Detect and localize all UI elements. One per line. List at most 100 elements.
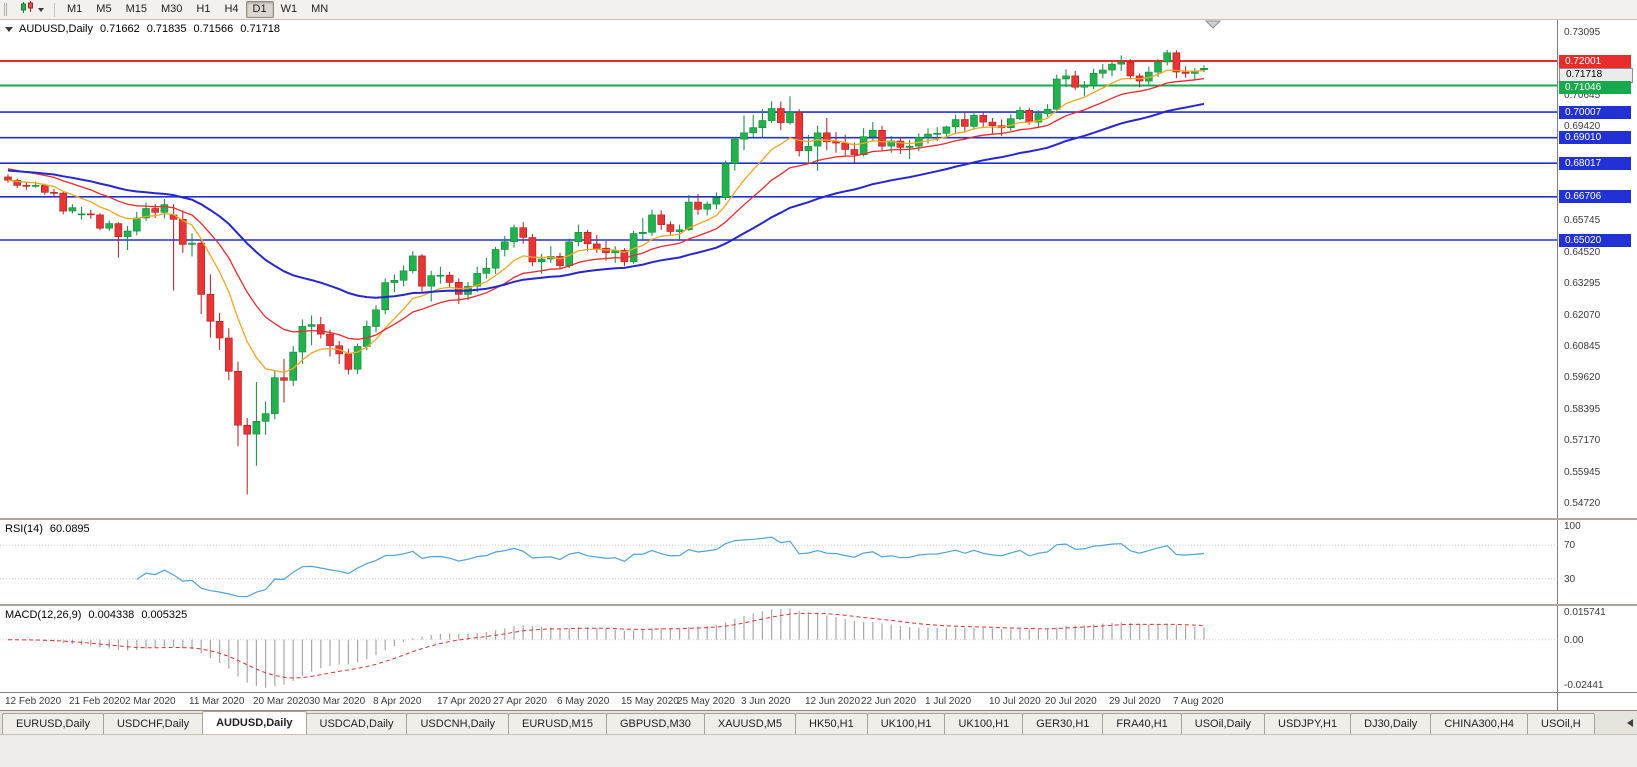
timeframe-buttons: M1 M5 M15 M30 H1 H4 D1 W1 MN xyxy=(60,1,335,18)
axis-label: 0.62070 xyxy=(1564,310,1601,321)
chart-tab-USOil-H[interactable]: USOil,H xyxy=(1527,713,1595,734)
panel-splitter[interactable] xyxy=(0,518,1637,520)
chart-tab-UK100-H1[interactable]: UK100,H1 xyxy=(866,713,946,734)
date-tick-label: 29 Jul 2020 xyxy=(1109,696,1161,707)
tab-scroll-left-icon[interactable] xyxy=(1627,719,1633,727)
chart-tab-FRA40-H1[interactable]: FRA40,H1 xyxy=(1102,713,1182,734)
timeframe-button-M15[interactable]: M15 xyxy=(125,3,147,15)
timeframe-button-M1[interactable]: M1 xyxy=(67,3,83,15)
ma-line-18 xyxy=(7,77,1205,340)
macd-signal-line xyxy=(7,612,1205,679)
timeframes-toolbar: M1 M5 M15 M30 H1 H4 D1 W1 MN xyxy=(0,0,1637,20)
price-level-tag[interactable]: 0.66706 xyxy=(1559,190,1631,203)
macd-chart[interactable] xyxy=(0,606,1557,692)
axis-label: 0.59620 xyxy=(1564,372,1601,383)
timeframe-button-H4[interactable]: H4 xyxy=(224,3,239,15)
axis-label: 0.69420 xyxy=(1564,121,1601,132)
ohlc-close: 0.71718 xyxy=(240,23,281,35)
chevron-down-icon xyxy=(38,7,44,12)
axis-label: 0.55945 xyxy=(1564,467,1601,478)
macd-panel[interactable]: MACD(12,26,9) 0.004338 0.005325 0.015741… xyxy=(0,606,1637,692)
chart-tab-USDJPY-H1[interactable]: USDJPY,H1 xyxy=(1264,713,1352,734)
price-level-tag[interactable]: 0.65020 xyxy=(1559,234,1631,247)
timeframe-button-M30[interactable]: M30 xyxy=(160,3,183,15)
axis-label: 0.70645 xyxy=(1564,90,1601,101)
price-axis[interactable]: 0.73095 0.70645 0.69420 0.65745 0.64520 0.632… xyxy=(1557,20,1637,518)
timeframe-button-MN[interactable]: MN xyxy=(311,3,329,15)
axis-label: 0.00 xyxy=(1564,635,1584,646)
price-chart-panel[interactable]: AUDUSD,Daily 0.71662 0.71835 0.71566 0.7… xyxy=(0,20,1637,518)
timeframe-button-H1[interactable]: H1 xyxy=(196,3,211,15)
macd-axis[interactable]: 0.015741 0.00 -0.02441 xyxy=(1557,606,1637,692)
axis-label: 0.015741 xyxy=(1564,607,1606,618)
status-strip xyxy=(0,734,1637,767)
axis-label: 0.57170 xyxy=(1564,435,1601,446)
chart-tab-GBPUSD-M30[interactable]: GBPUSD,M30 xyxy=(605,713,705,734)
axis-label: 0.63295 xyxy=(1564,278,1601,289)
date-tick-label: 1 Jul 2020 xyxy=(925,696,972,707)
rsi-value: 60.0895 xyxy=(49,523,90,535)
price-level-tag[interactable]: 0.72001 xyxy=(1559,55,1631,68)
axis-label: 100 xyxy=(1564,521,1581,532)
price-level-tag[interactable]: 0.71046 xyxy=(1559,81,1631,94)
price-level-tag[interactable]: 0.70007 xyxy=(1559,106,1631,119)
date-tick-label: 10 Jul 2020 xyxy=(989,696,1041,707)
chart-tab-GER30-H1[interactable]: GER30,H1 xyxy=(1022,713,1104,734)
chart-tab-DJ30-Daily[interactable]: DJ30,Daily xyxy=(1350,713,1432,734)
ohlc-low: 0.71566 xyxy=(193,23,234,35)
toolbar-separator xyxy=(54,2,55,17)
time-axis[interactable]: 12 Feb 2020 21 Feb 2020 2 Mar 2020 11 Mar 2… xyxy=(0,692,1637,710)
ohlc-high: 0.71835 xyxy=(146,23,187,35)
date-tick-label: 20 Jul 2020 xyxy=(1045,696,1097,707)
macd-value-signal: 0.005325 xyxy=(141,609,188,621)
date-tick-label: 12 Jun 2020 xyxy=(805,696,861,707)
chart-tab-CHINA300-H4[interactable]: CHINA300,H4 xyxy=(1430,713,1529,734)
ma-line-40 xyxy=(7,102,1205,299)
chart-tab-XAUUSD-M5[interactable]: XAUUSD,M5 xyxy=(703,713,797,734)
chart-tab-USDCAD-Daily[interactable]: USDCAD,Daily xyxy=(305,713,408,734)
macd-histogram xyxy=(16,608,1205,688)
date-tick-label: 7 Aug 2020 xyxy=(1173,696,1224,707)
chart-tab-HK50-H1[interactable]: HK50,H1 xyxy=(795,713,868,734)
collapse-chart-icon[interactable] xyxy=(5,26,13,32)
date-tick-label: 6 May 2020 xyxy=(557,696,610,707)
rsi-panel[interactable]: RSI(14) 60.0895 100 70 30 xyxy=(0,520,1637,604)
rsi-axis[interactable]: 100 70 30 xyxy=(1557,520,1637,604)
axis-label: 0.58395 xyxy=(1564,404,1601,415)
candlestick-chart[interactable] xyxy=(0,20,1557,518)
macd-header: MACD(12,26,9) 0.004338 0.005325 xyxy=(5,609,194,621)
chart-tab-EURUSD-M15[interactable]: EURUSD,M15 xyxy=(508,713,607,734)
chart-type-menu-button[interactable] xyxy=(15,0,49,20)
date-tick-label: 25 May 2020 xyxy=(677,696,735,707)
chart-tab-EURUSD-Daily[interactable]: EURUSD,Daily xyxy=(2,713,104,734)
axis-label: 0.73095 xyxy=(1564,27,1601,38)
price-level-tag[interactable]: 0.69010 xyxy=(1559,131,1631,144)
chart-tab-AUDUSD-Daily[interactable]: AUDUSD,Daily xyxy=(202,711,307,734)
axis-label: 0.60845 xyxy=(1564,341,1601,352)
axis-label: -0.02441 xyxy=(1564,680,1604,691)
panel-splitter[interactable] xyxy=(0,604,1637,606)
chart-tabs: EURUSD,Daily USDCHF,Daily AUDUSD,Daily USDC… xyxy=(0,711,1637,734)
date-tick-label: 15 May 2020 xyxy=(621,696,679,707)
timeframe-button-W1[interactable]: W1 xyxy=(280,3,298,15)
price-level-tag[interactable]: 0.68017 xyxy=(1559,157,1631,170)
chart-tabbar: EURUSD,Daily USDCHF,Daily AUDUSD,Daily USDC… xyxy=(0,710,1637,734)
candlestick-chart-icon xyxy=(20,0,35,19)
rsi-chart[interactable] xyxy=(0,520,1557,604)
chart-tab-USDCHF-Daily[interactable]: USDCHF,Daily xyxy=(102,713,204,734)
chart-ohlc-header: AUDUSD,Daily 0.71662 0.71835 0.71566 0.7… xyxy=(5,23,287,35)
date-tick-label: 21 Feb 2020 xyxy=(69,696,126,707)
date-tick-label: 22 Jun 2020 xyxy=(861,696,917,707)
chart-tab-UK100-H1[interactable]: UK100,H1 xyxy=(944,713,1024,734)
axis-label: 0.65745 xyxy=(1564,215,1601,226)
chart-tab-USDCNH-Daily[interactable]: USDCNH,Daily xyxy=(406,713,510,734)
axis-label: 30 xyxy=(1564,574,1576,585)
date-tick-label: 12 Feb 2020 xyxy=(5,696,62,707)
rsi-line xyxy=(136,536,1205,598)
timeframe-button-D1[interactable]: D1 xyxy=(245,1,274,18)
timeframe-button-M5[interactable]: M5 xyxy=(96,3,112,15)
axis-corner xyxy=(1557,693,1637,710)
chart-tab-USOil-Daily[interactable]: USOil,Daily xyxy=(1180,713,1266,734)
toolbar-grip[interactable] xyxy=(4,3,10,16)
